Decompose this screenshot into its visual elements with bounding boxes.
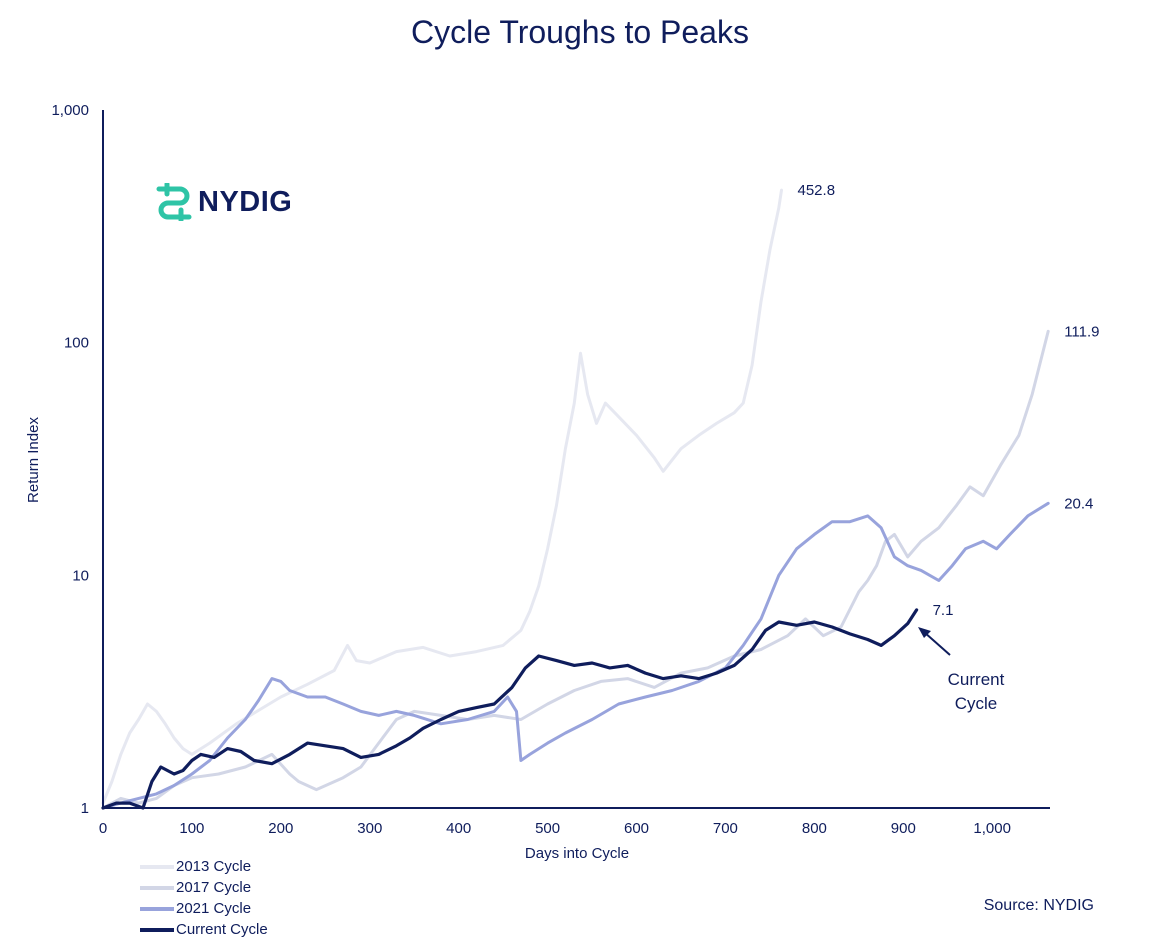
nydig-logo-text: NYDIG	[198, 185, 293, 218]
annotation-text-line2: Cycle	[955, 694, 998, 713]
x-ticks: 0 100 200 300 400 500 600 700 800 900 1,000	[99, 820, 1011, 837]
legend-item-2013: 2013 Cycle	[140, 856, 268, 877]
y-tick-label: 1	[81, 800, 89, 817]
legend: 2013 Cycle 2017 Cycle 2021 Cycle Current…	[140, 856, 268, 940]
legend-item-2021: 2021 Cycle	[140, 898, 268, 919]
y-tick-label: 1,000	[51, 102, 89, 119]
end-label-2017-cycle: 111.9	[1064, 323, 1099, 340]
x-tick-label: 400	[446, 820, 471, 837]
chart-title: Cycle Troughs to Peaks	[411, 14, 749, 50]
end-labels: 452.8 111.9 20.4 7.1	[798, 182, 1100, 619]
x-tick-label: 300	[357, 820, 382, 837]
series-layer	[101, 188, 1050, 810]
series-line-2013-cycle	[101, 188, 783, 805]
legend-swatch-2021	[140, 906, 174, 911]
end-label-current-cycle: 7.1	[933, 602, 954, 619]
annotation-arrow-line	[923, 631, 951, 656]
nydig-logo: NYDIG	[156, 183, 292, 221]
x-tick-label: 1,000	[973, 820, 1011, 837]
x-tick-label: 200	[268, 820, 293, 837]
x-tick-label: 700	[713, 820, 738, 837]
current-cycle-annotation: Current Cycle	[918, 627, 1005, 713]
end-label-2013-cycle: 452.8	[798, 182, 836, 199]
legend-label-2021: 2021 Cycle	[176, 900, 252, 917]
legend-swatch-2017	[140, 885, 174, 890]
y-axis-title: Return Index	[25, 417, 42, 503]
legend-label-2017: 2017 Cycle	[176, 879, 252, 896]
series-line-2021-cycle	[101, 501, 1050, 810]
x-tick-label: 600	[624, 820, 649, 837]
x-axis-title: Days into Cycle	[525, 845, 629, 862]
legend-item-current: Current Cycle	[140, 919, 268, 940]
x-tick-label: 500	[535, 820, 560, 837]
end-label-2021-cycle: 20.4	[1064, 495, 1093, 512]
x-tick-label: 0	[99, 820, 107, 837]
series-line-current-cycle	[101, 608, 919, 810]
legend-item-2017: 2017 Cycle	[140, 877, 268, 898]
legend-label-2013: 2013 Cycle	[176, 858, 252, 875]
legend-label-current: Current Cycle	[176, 921, 268, 938]
x-tick-label: 100	[179, 820, 204, 837]
x-tick-label: 900	[891, 820, 916, 837]
annotation-text-line1: Current	[948, 670, 1005, 689]
legend-swatch-current	[140, 927, 174, 932]
y-tick-label: 10	[72, 567, 89, 584]
annotation-arrowhead	[918, 627, 931, 638]
y-ticks: 1 10 100 1,000	[51, 102, 89, 817]
y-tick-label: 100	[64, 335, 89, 352]
nydig-logo-icon	[156, 183, 192, 221]
legend-swatch-2013	[140, 864, 174, 869]
x-tick-label: 800	[802, 820, 827, 837]
series-line-2017-cycle	[101, 329, 1050, 810]
source-note: Source: NYDIG	[983, 897, 1094, 914]
